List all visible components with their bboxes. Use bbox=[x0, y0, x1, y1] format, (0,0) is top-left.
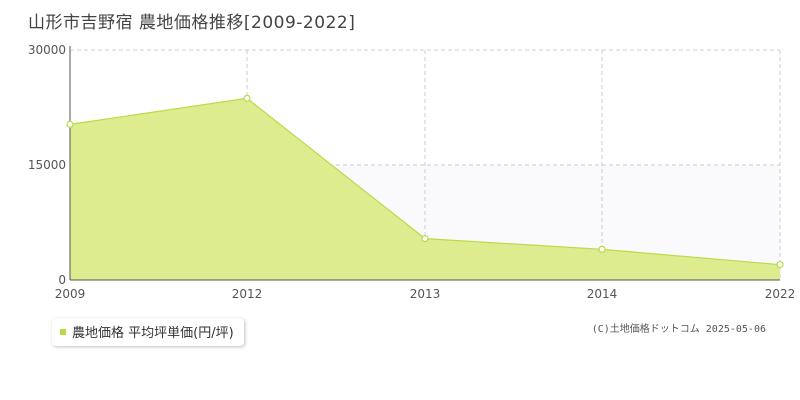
y-tick-label-0: 0 bbox=[58, 273, 66, 287]
data-point-2012 bbox=[243, 94, 251, 102]
legend: 農地価格 平均坪単価(円/坪) bbox=[52, 318, 244, 346]
x-tick-label-2013: 2013 bbox=[410, 287, 441, 301]
x-tick-label-2012: 2012 bbox=[232, 287, 263, 301]
x-tick-label-2022: 2022 bbox=[765, 287, 796, 301]
chart-title: 山形市吉野宿 農地価格推移[2009-2022] bbox=[28, 13, 356, 33]
series-area bbox=[70, 98, 780, 280]
legend-swatch bbox=[60, 328, 66, 335]
x-tick-label-2014: 2014 bbox=[587, 287, 618, 301]
x-tick-label-2009: 2009 bbox=[55, 287, 86, 301]
data-point-2014 bbox=[598, 245, 606, 253]
y-tick-label-15000: 15000 bbox=[28, 158, 66, 172]
copyright-text: (C)土地価格ドットコム 2025-05-06 bbox=[591, 324, 766, 335]
data-point-2013 bbox=[421, 235, 429, 243]
y-tick-label-30000: 30000 bbox=[28, 43, 66, 57]
data-point-2022 bbox=[776, 261, 784, 269]
legend-label: 農地価格 平均坪単価(円/坪) bbox=[72, 326, 234, 341]
data-point-2009 bbox=[66, 120, 74, 128]
